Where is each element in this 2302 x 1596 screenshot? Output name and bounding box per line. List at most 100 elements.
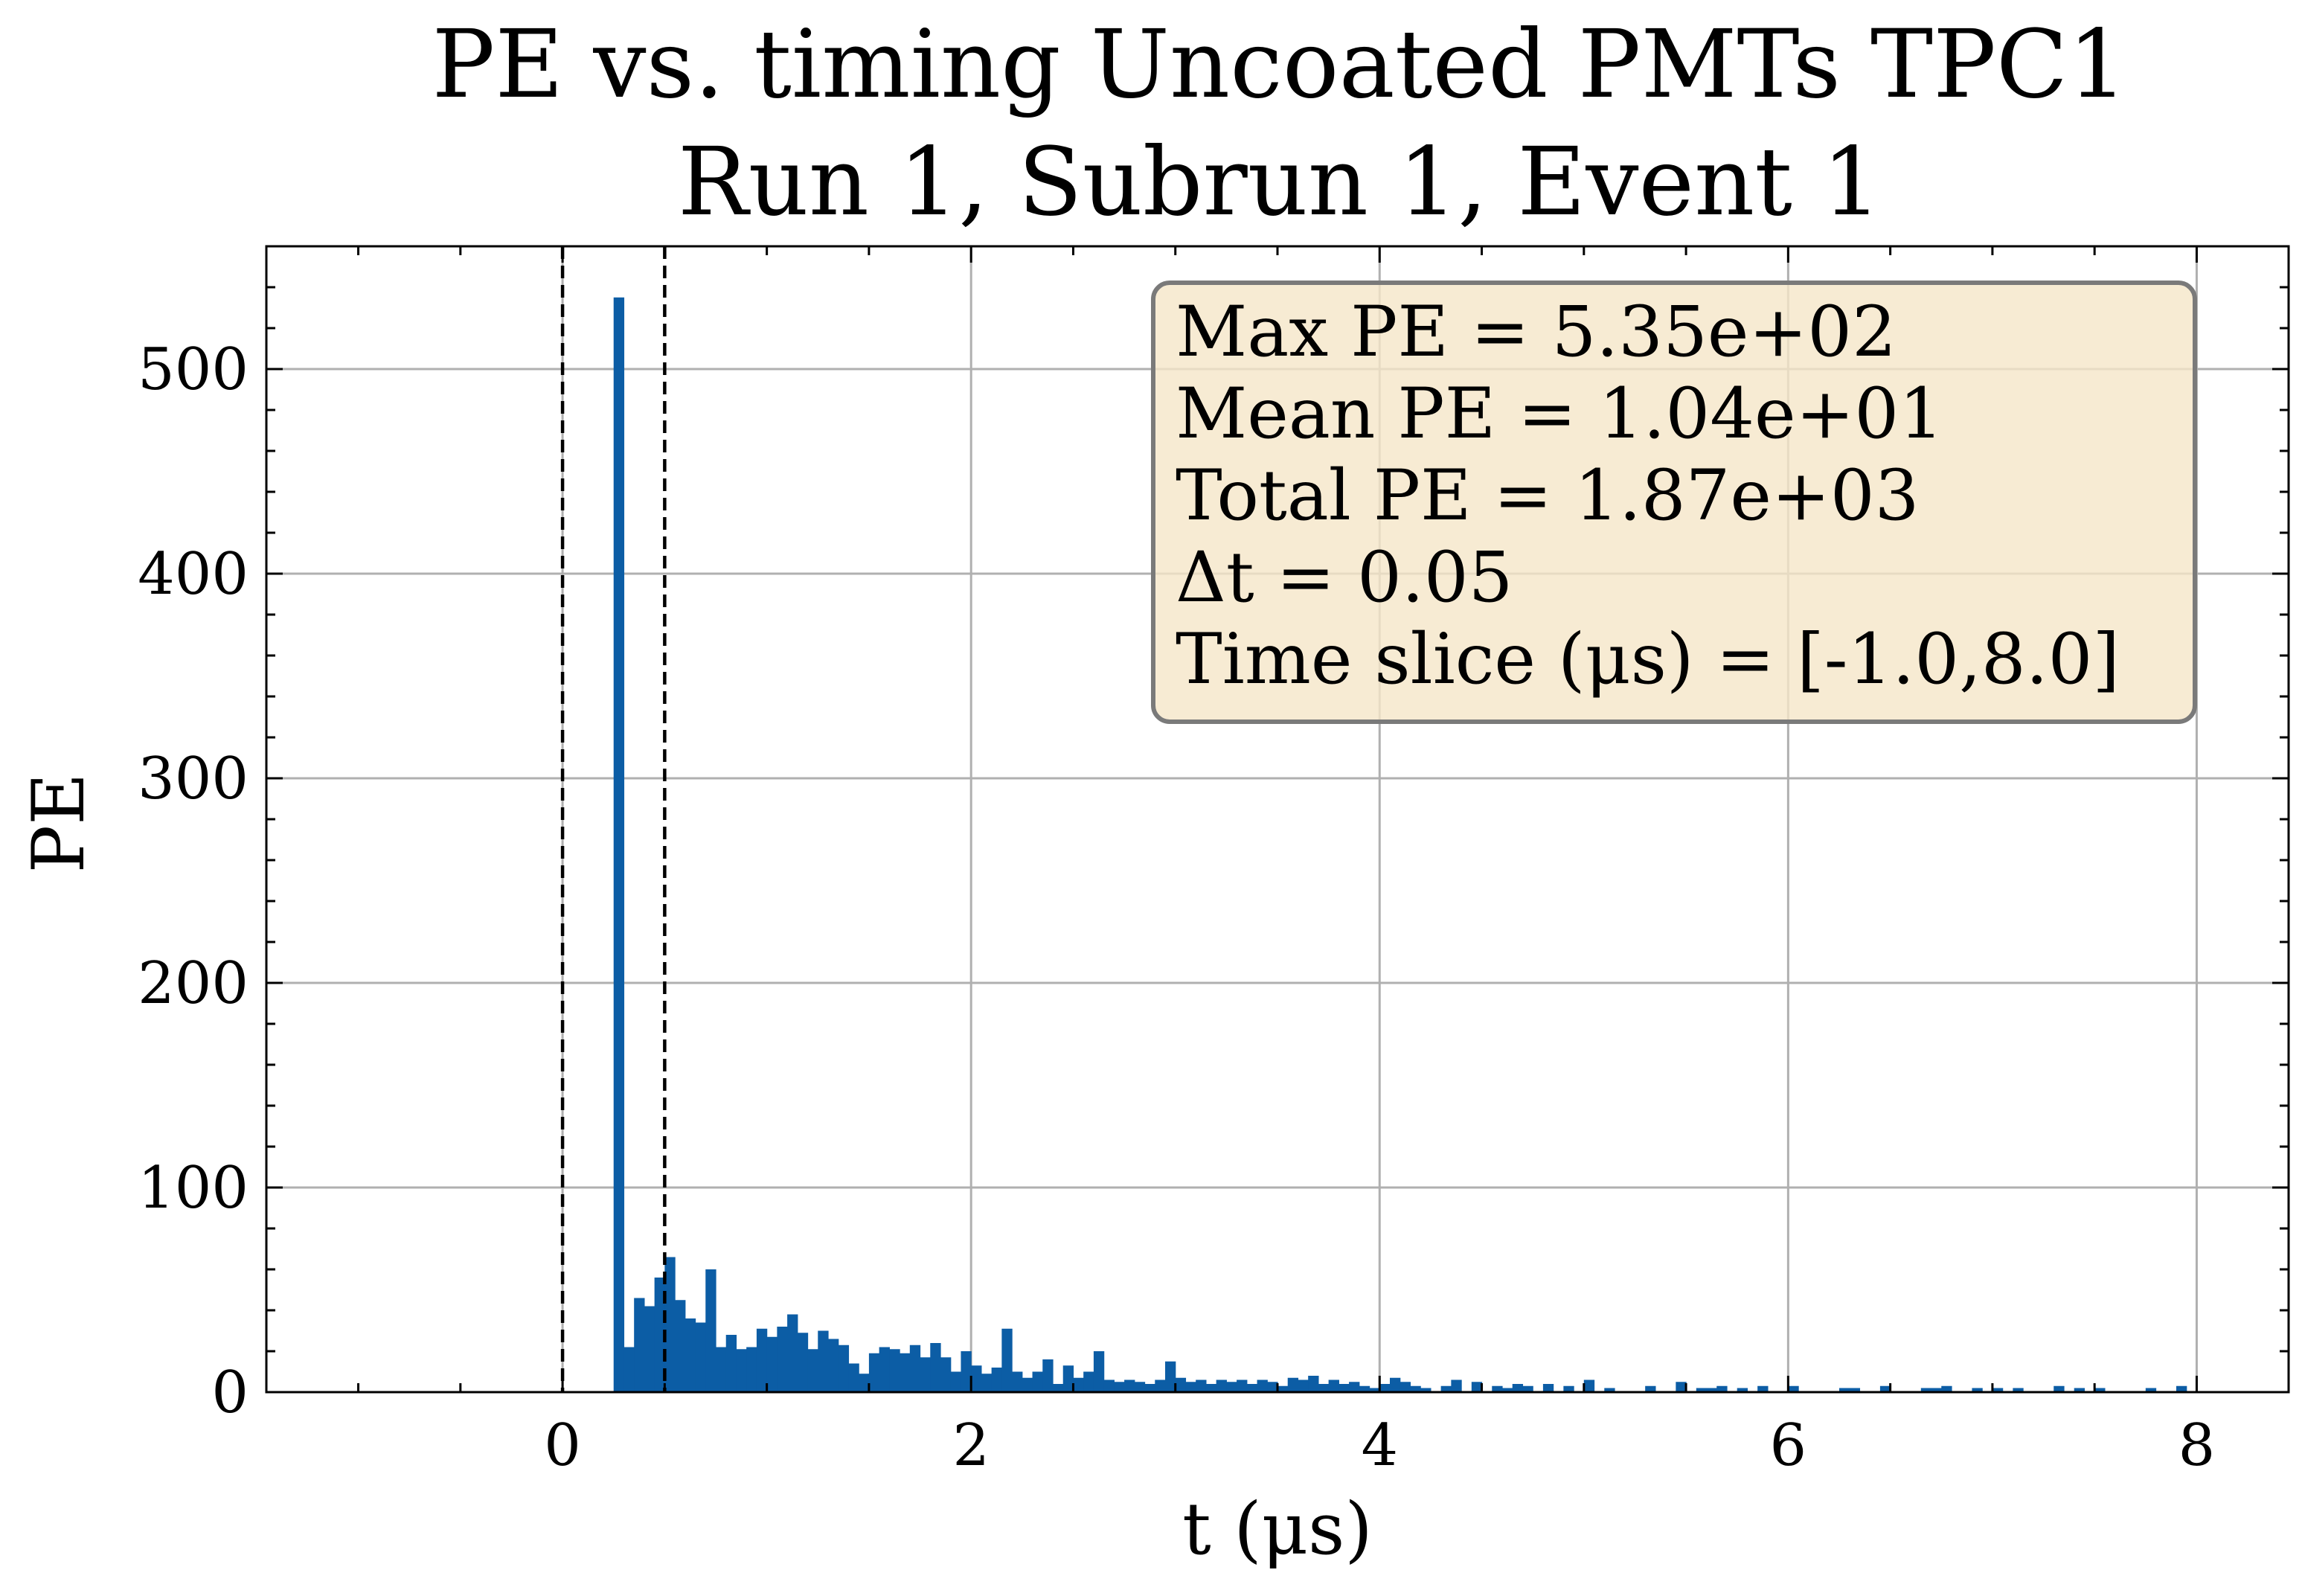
stat-max-pe: Max PE = 5.35e+02 [1176,292,1897,373]
histogram-bar [930,1343,941,1392]
histogram-bar [961,1351,972,1392]
x-axis-label: t (μs) [1182,1487,1373,1571]
histogram-bar [900,1353,911,1392]
histogram-bar [868,1353,880,1392]
histogram-bar [664,1257,676,1392]
histogram-bar [1287,1377,1299,1392]
histogram-bar [1165,1361,1176,1392]
stat-delta-t: Δt = 0.05 [1176,537,1513,618]
y-tick-labels: 0 100 200 300 400 500 [138,336,249,1426]
histogram-bar [1257,1379,1268,1392]
histogram-bar [889,1349,900,1392]
histogram-bar [1093,1351,1105,1392]
histogram-bar [1155,1379,1166,1392]
chart-subtitle: Run 1, Subrun 1, Event 1 [678,127,1882,237]
x-tick-label: 2 [952,1412,990,1479]
y-tick-label: 300 [138,746,249,813]
histogram-bar [2176,1385,2187,1392]
stat-total-pe: Total PE = 1.87e+03 [1176,455,1919,536]
histogram-bar [1879,1385,1891,1392]
histogram-bar [1410,1385,1421,1392]
histogram-bar [859,1374,870,1392]
axis-ticks [266,245,2289,1394]
histogram-bar [613,297,625,1392]
histogram-bar [1563,1385,1574,1392]
histogram-bar [1716,1385,1728,1392]
histogram-bar [1788,1385,1799,1392]
histogram-bar [2013,1388,2024,1392]
histogram-bar [736,1349,747,1392]
histogram-bar [1185,1382,1196,1392]
histogram-bar [1246,1384,1258,1392]
histogram-bar [766,1336,778,1392]
histogram-bar [2145,1388,2157,1392]
histogram-bar [1400,1382,1411,1392]
y-tick-label: 400 [138,541,249,608]
histogram-bar [1175,1377,1187,1392]
stat-mean-pe: Mean PE = 1.04e+01 [1176,374,1943,455]
histogram-bars [613,297,2187,1392]
histogram-bar [1042,1359,1054,1392]
histogram-bar [1318,1384,1330,1392]
histogram-bar [1604,1388,1615,1392]
histogram-bar [777,1327,788,1392]
histogram-bar [1839,1388,1850,1392]
histogram-bar [981,1374,993,1392]
histogram-bar [1349,1382,1360,1392]
histogram-bar [1420,1388,1431,1392]
histogram-bar [879,1347,890,1392]
histogram-bar [1737,1388,1748,1392]
histogram-bar [1849,1388,1861,1392]
reference-lines [560,246,667,1392]
histogram-bar [1512,1384,1524,1392]
histogram-bar [1471,1382,1483,1392]
histogram-bar [818,1330,829,1392]
histogram-bar [1379,1384,1391,1392]
histogram-bar [705,1269,716,1392]
histogram-bar [746,1347,757,1392]
histogram-bar [1992,1388,2004,1392]
histogram-bar [1583,1379,1595,1392]
stats-box: Max PE = 5.35e+02 Mean PE = 1.04e+01 Tot… [1151,281,2197,724]
histogram-bar [1757,1385,1769,1392]
histogram-bar [1298,1379,1309,1392]
histogram-bar [1114,1382,1125,1392]
histogram-bar [756,1328,768,1392]
histogram-bar [716,1347,727,1392]
histogram-bar [1267,1382,1278,1392]
x-tick-label: 4 [1361,1412,1398,1479]
y-tick-label: 500 [138,336,249,403]
histogram-bar [1542,1384,1554,1392]
histogram-bar [1972,1388,1983,1392]
histogram-bar [1931,1388,1942,1392]
histogram-bar [1502,1388,1513,1392]
chart-title: PE vs. timing Uncoated PMTs TPC1 [432,10,2128,119]
y-tick-label: 100 [138,1155,249,1222]
histogram-bar [1022,1377,1033,1392]
x-tick-label: 8 [2178,1412,2216,1479]
stats-box-background [1151,281,2197,724]
histogram-bar [1032,1371,1043,1392]
histogram-bar [920,1357,931,1392]
histogram-bar [787,1314,798,1392]
y-tick-label: 0 [211,1359,249,1426]
stat-time-slice: Time slice (μs) = [-1.0,8.0] [1176,619,2120,700]
histogram-bar [1359,1385,1370,1392]
histogram-bar [1053,1384,1064,1392]
histogram-bar [1328,1379,1339,1392]
histogram-bar [971,1365,982,1392]
histogram-bar [848,1363,859,1392]
histogram-bar [1522,1385,1533,1392]
histogram-bar [1941,1385,1952,1392]
histogram-bar [807,1349,818,1392]
histogram-bar [1196,1379,1207,1392]
histogram-bar [1696,1388,1708,1392]
histogram-bar [1277,1385,1289,1392]
histogram-bar [2094,1388,2106,1392]
histogram-bar [1134,1382,1146,1392]
histogram-bar [1676,1382,1687,1392]
histogram-bar [1144,1384,1155,1392]
histogram-bar [1645,1385,1656,1392]
histogram-bar [909,1345,921,1392]
histogram-bar [644,1306,655,1392]
